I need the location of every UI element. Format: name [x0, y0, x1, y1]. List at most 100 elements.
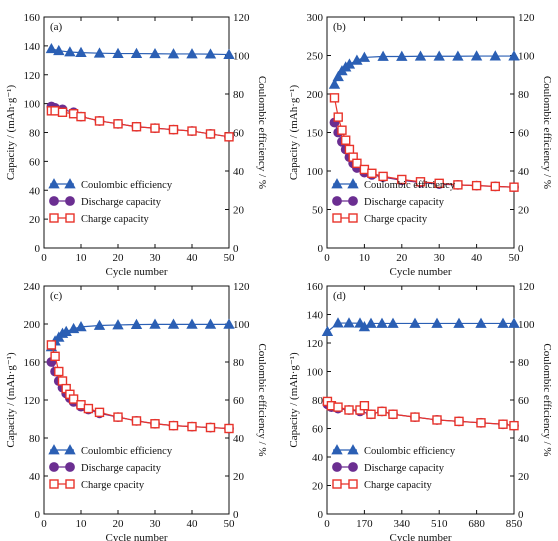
legend-entry: Charge cpacity	[81, 480, 145, 491]
data-point-triangle	[376, 317, 388, 328]
y-left-tick-label: 120	[24, 395, 41, 407]
legend-entry: Charge capacity	[364, 480, 432, 491]
y-left-tick-label: 100	[24, 99, 41, 111]
legend-entry: Discharge capacity	[81, 197, 162, 208]
data-point-square	[498, 419, 508, 429]
data-point-triangle	[167, 48, 180, 59]
y-right-tick-label: 20	[518, 205, 530, 217]
x-axis-label: Cycle number	[105, 532, 167, 541]
x-tick-label: 510	[431, 518, 448, 530]
y-right-tick-label: 120	[518, 12, 535, 24]
data-point-triangle	[223, 318, 235, 329]
legend-entry: Charge cpacity	[364, 214, 428, 225]
y-right-tick-label: 60	[233, 395, 245, 407]
data-point-triangle	[409, 317, 421, 328]
legend-entry: Discharge capacity	[364, 197, 445, 208]
x-tick-label: 20	[396, 252, 408, 264]
x-tick-label: 50	[224, 518, 236, 530]
legend-entry: Charge capacity	[81, 214, 149, 225]
data-point-triangle	[93, 319, 106, 330]
x-axis-label: Cycle number	[105, 266, 167, 278]
y-left-axis-label: Capacity / (mAh·g⁻¹)	[288, 85, 300, 181]
x-tick-label: 40	[187, 252, 199, 264]
data-point-triangle	[453, 317, 465, 328]
legend-marker	[49, 213, 59, 223]
y-right-tick-label: 0	[518, 509, 524, 521]
x-tick-label: 20	[113, 252, 125, 264]
y-right-tick-label: 60	[518, 128, 530, 140]
y-right-tick-label: 60	[233, 128, 245, 140]
x-tick-label: 170	[356, 518, 373, 530]
data-point-square	[205, 129, 216, 139]
data-point-square	[367, 168, 377, 179]
y-left-tick-label: 60	[29, 156, 41, 168]
y-right-tick-label: 0	[233, 243, 239, 255]
data-point-triangle	[508, 50, 520, 61]
data-point-square	[333, 402, 343, 412]
panel-label: (d)	[333, 290, 346, 302]
x-tick-label: 10	[76, 252, 88, 264]
y-right-tick-label: 40	[233, 166, 245, 178]
y-right-tick-label: 120	[518, 281, 535, 293]
y-left-tick-label: 120	[307, 338, 324, 350]
data-point-triangle	[497, 317, 509, 328]
data-point-square	[359, 401, 370, 411]
y-right-tick-label: 80	[233, 89, 245, 101]
data-point-square	[432, 415, 442, 425]
x-tick-label: 50	[509, 252, 521, 264]
y-left-tick-label: 140	[307, 310, 324, 322]
data-point-square	[83, 403, 94, 414]
y-left-tick-label: 200	[24, 319, 41, 331]
data-point-triangle	[167, 318, 180, 329]
data-point-triangle	[475, 317, 487, 328]
y-right-tick-label: 100	[233, 51, 250, 63]
data-point-square	[352, 158, 362, 169]
x-tick-label: 850	[506, 518, 523, 530]
data-point-triangle	[149, 318, 161, 329]
data-point-square	[94, 116, 105, 126]
data-point-triangle	[452, 50, 464, 61]
data-point-square	[410, 412, 420, 422]
data-point-square	[150, 123, 160, 133]
data-point-square	[187, 421, 197, 432]
y-left-tick-label: 150	[307, 128, 324, 140]
y-left-tick-label: 40	[29, 185, 41, 197]
data-point-triangle	[186, 48, 198, 59]
data-point-triangle	[489, 50, 501, 61]
data-point-triangle	[149, 47, 161, 59]
legend-marker	[49, 196, 59, 206]
data-point-square	[57, 107, 68, 117]
data-point-square	[476, 418, 486, 428]
y-right-axis-label: Coulombic efficiency / %	[541, 343, 553, 456]
x-tick-label: 0	[41, 252, 47, 264]
data-point-square	[68, 394, 79, 404]
y-left-tick-label: 40	[312, 452, 324, 464]
data-point-square	[453, 180, 463, 190]
data-point-triangle	[365, 317, 377, 328]
data-point-triangle	[204, 318, 217, 329]
y-right-tick-label: 80	[233, 357, 245, 369]
data-point-square	[205, 422, 216, 433]
data-point-triangle	[223, 48, 235, 59]
data-point-triangle	[377, 50, 389, 61]
data-point-square	[329, 93, 340, 103]
x-tick-label: 40	[471, 252, 483, 264]
legend-entry: Coulombic efficiency	[364, 446, 456, 457]
y-right-axis-label: Coulombic efficiency / %	[256, 343, 268, 456]
y-right-axis-label: Coulombic efficiency / %	[256, 76, 268, 189]
legend-marker	[332, 462, 342, 472]
data-point-square	[168, 420, 179, 431]
legend-marker	[48, 178, 60, 189]
panel-2: 0 10 20 30 40 5004080120160200240020406080100…	[5, 281, 268, 541]
data-point-square	[168, 124, 179, 135]
data-point-square	[344, 144, 355, 155]
legend-marker	[332, 213, 342, 223]
y-right-tick-label: 40	[518, 166, 530, 178]
data-point-square	[509, 420, 519, 431]
legend-entry: Coulombic efficiency	[81, 446, 173, 457]
data-point-square	[57, 376, 68, 386]
legend-marker	[49, 479, 59, 489]
panel-label: (a)	[50, 21, 63, 33]
y-right-tick-label: 20	[233, 471, 245, 483]
